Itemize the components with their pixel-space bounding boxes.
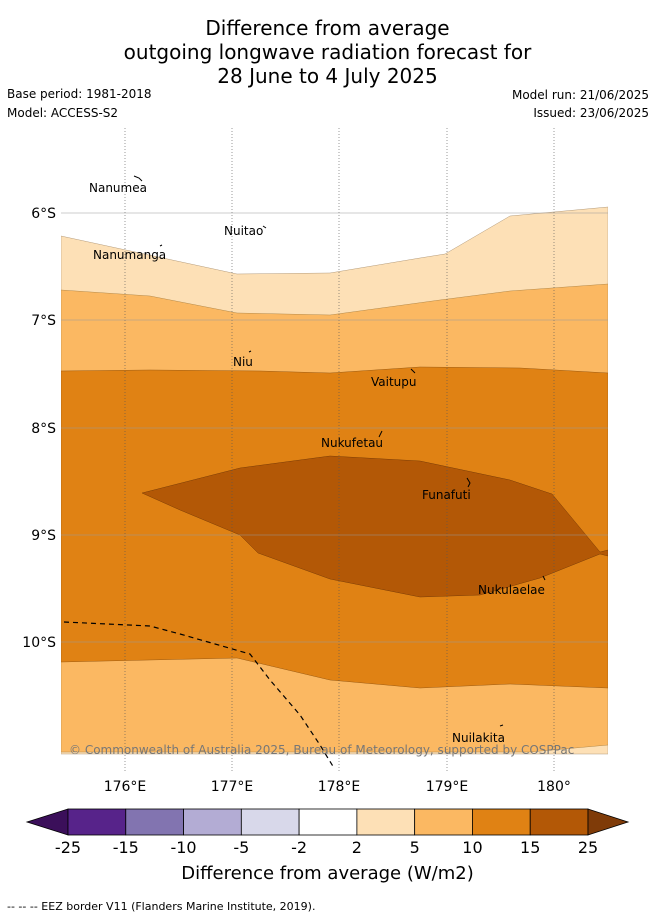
chart-title: Difference from average outgoing longwav… <box>0 16 655 88</box>
colorbar-extend-low <box>25 808 69 836</box>
anomaly-field <box>61 128 608 771</box>
colorbar-label: -5 <box>233 838 250 857</box>
island-niu <box>248 350 252 353</box>
lon-tick-177e: 177°E <box>211 779 254 795</box>
title-line-3: 28 June to 4 July 2025 <box>217 64 438 88</box>
place-labels: Nanumea Nuitao Nanumanga Niu Vaitupu Nuk… <box>89 181 545 745</box>
title-line-1: Difference from average <box>205 16 450 40</box>
label-nuitao: Nuitao <box>224 224 263 238</box>
label-nanumanga: Nanumanga <box>93 248 166 262</box>
colorbar-cells <box>67 808 589 836</box>
label-nuilakita: Nuilakita <box>452 731 505 745</box>
island-nuilakita <box>499 724 504 727</box>
lon-tick-180: 180° <box>537 779 571 795</box>
island-nanumea <box>133 175 143 182</box>
label-nanumea: Nanumea <box>89 181 147 195</box>
colorbar-label: 25 <box>577 838 599 857</box>
colorbar-label: -15 <box>112 838 139 857</box>
colorbar-label: -2 <box>291 838 308 857</box>
issued-date: Issued: 23/06/2025 <box>533 106 649 120</box>
colorbar-cell <box>414 808 473 836</box>
colorbar-cell <box>529 808 589 836</box>
lat-tick-9s: 9°S <box>31 528 56 544</box>
colorbar-label: 5 <box>409 838 420 857</box>
map-lat-gridlines <box>61 212 608 643</box>
lat-tick-7s: 7°S <box>31 313 56 329</box>
label-nukufetau: Nukufetau <box>321 436 383 450</box>
lon-tick-178e: 178°E <box>318 779 361 795</box>
island-funafuti <box>466 477 471 488</box>
island-vaitupu <box>410 368 416 374</box>
lon-tick-179e: 179°E <box>426 779 469 795</box>
colorbar-cell <box>472 808 531 836</box>
island-nukufetau <box>378 430 383 438</box>
map-gridlines <box>124 128 555 771</box>
colorbar-title: Difference from average (W/m2) <box>181 863 474 884</box>
lat-axis-labels: 6°S 7°S 8°S 9°S 10°S <box>22 206 56 651</box>
colorbar-cell <box>356 808 416 836</box>
lon-axis-labels: 176°E 177°E 178°E 179°E 180° <box>104 779 571 795</box>
base-period: Base period: 1981-2018 <box>7 87 152 101</box>
lat-tick-8s: 8°S <box>31 421 56 437</box>
label-funafuti: Funafuti <box>422 488 471 502</box>
lat-tick-6s: 6°S <box>31 206 56 222</box>
island-nukulaelae <box>542 575 546 581</box>
colorbar-extend-high <box>587 808 630 836</box>
colorbar-label: 15 <box>520 838 541 857</box>
island-nanumanga <box>159 244 163 247</box>
lat-tick-10s: 10°S <box>22 635 56 651</box>
colorbar-cell <box>125 808 184 836</box>
colorbar-label: -10 <box>170 838 197 857</box>
band-15-25 <box>141 455 608 598</box>
model-name: Model: ACCESS-S2 <box>7 106 119 120</box>
island-nuitao <box>262 225 267 229</box>
eez-footnote: -- -- -- EEZ border V11 (Flanders Marine… <box>7 900 316 913</box>
island-markers <box>133 175 546 727</box>
colorbar-cell <box>67 808 127 836</box>
colorbar-label: -25 <box>54 838 82 857</box>
label-vaitupu: Vaitupu <box>371 375 417 389</box>
label-niu: Niu <box>233 355 253 369</box>
title-line-2: outgoing longwave radiation forecast for <box>123 40 532 64</box>
eez-border <box>63 621 335 769</box>
colorbar-cell <box>240 808 300 836</box>
colorbar-cell <box>298 808 358 836</box>
model-run: Model run: 21/06/2025 <box>511 88 649 102</box>
colorbar-label: 10 <box>462 838 483 857</box>
colorbar-cell <box>183 808 242 836</box>
lon-tick-176e: 176°E <box>104 779 147 795</box>
label-nukulaelae: Nukulaelae <box>478 583 545 597</box>
colorbar-label: 2 <box>351 838 362 857</box>
copyright-notice: © Commonwealth of Australia 2025, Bureau… <box>69 743 574 757</box>
